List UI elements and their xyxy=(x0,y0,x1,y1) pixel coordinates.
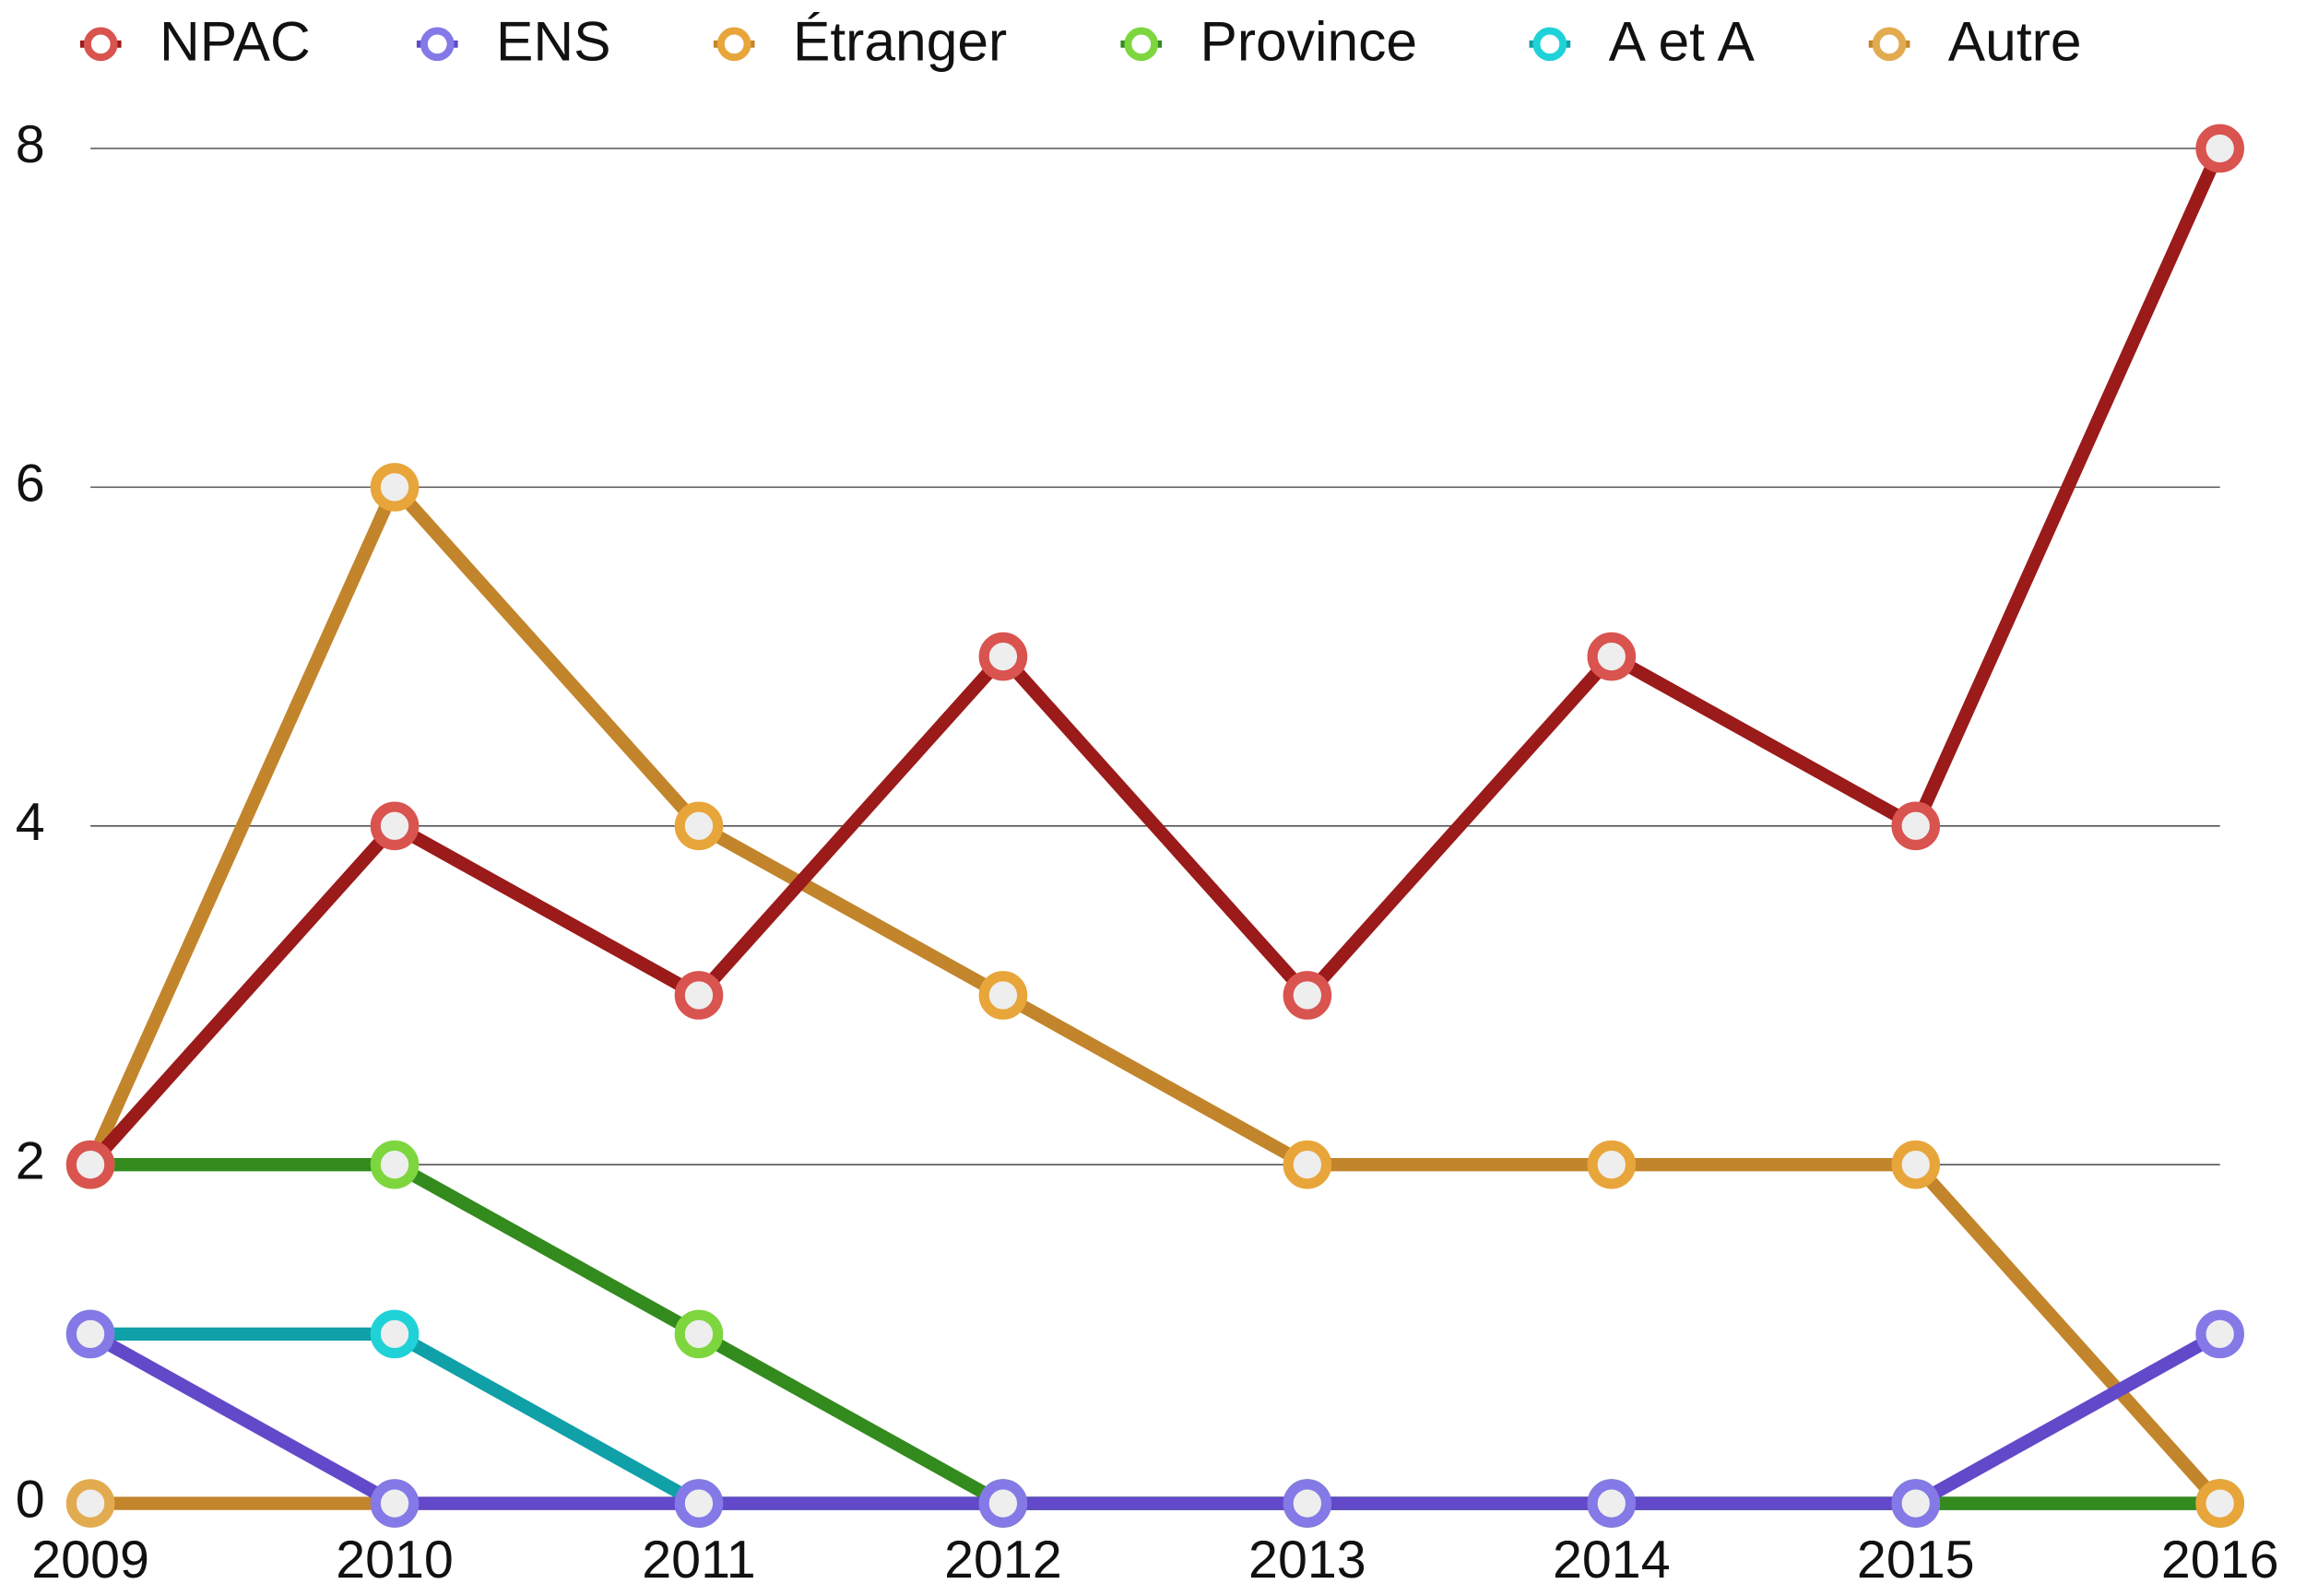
legend-label: Province xyxy=(1200,9,1418,72)
point xyxy=(370,463,420,512)
point xyxy=(1283,1479,1332,1528)
x-tick-label: 2013 xyxy=(1248,1531,1366,1590)
point xyxy=(2195,124,2244,173)
point xyxy=(1283,1140,1332,1189)
line xyxy=(90,1327,2220,1510)
point xyxy=(674,1479,724,1528)
legend: NPAC ENS Étranger Province A et A Autre xyxy=(79,9,2082,72)
legend-swatch xyxy=(1124,27,1159,62)
legend-label: NPAC xyxy=(160,9,311,72)
line xyxy=(84,480,2226,1508)
y-tick-label: 4 xyxy=(16,793,45,852)
point xyxy=(370,1479,420,1528)
series xyxy=(65,1309,2244,1528)
legend-label: A et A xyxy=(1609,9,1756,72)
line xyxy=(87,1328,2224,1510)
y-tick-label: 2 xyxy=(16,1131,45,1190)
point xyxy=(370,1309,420,1359)
point xyxy=(674,971,724,1020)
legend-label: Autre xyxy=(1948,9,2082,72)
legend-swatch xyxy=(716,27,751,62)
legend-swatch xyxy=(1872,27,1907,62)
point xyxy=(978,1479,1028,1528)
x-tick-label: 2010 xyxy=(336,1531,454,1590)
point xyxy=(1891,1140,1941,1189)
legend-swatch xyxy=(1532,27,1567,62)
x-tick-label: 2015 xyxy=(1857,1531,1975,1590)
point xyxy=(674,1309,724,1359)
point xyxy=(1587,1140,1637,1189)
point xyxy=(65,1309,115,1359)
grid: 0 2 4 6 8 2009 2010 2011 2012 2013 2014 2015 2016 xyxy=(16,115,2279,1590)
point xyxy=(1587,1479,1637,1528)
point xyxy=(674,801,724,851)
point xyxy=(2195,1479,2244,1528)
point xyxy=(1587,632,1637,681)
point xyxy=(370,801,420,851)
x-tick-label: 2009 xyxy=(31,1531,149,1590)
legend-swatch xyxy=(420,27,455,62)
plot xyxy=(65,124,2244,1528)
line xyxy=(85,146,2227,1169)
x-tick-label: 2016 xyxy=(2161,1531,2279,1590)
point xyxy=(370,1140,420,1189)
y-tick-label: 0 xyxy=(16,1471,45,1530)
legend-label: Étranger xyxy=(793,9,1007,72)
point xyxy=(1891,801,1941,851)
point xyxy=(1891,1479,1941,1528)
point xyxy=(978,632,1028,681)
x-tick-label: 2012 xyxy=(944,1531,1062,1590)
x-tick-label: 2014 xyxy=(1553,1531,1671,1590)
point xyxy=(65,1479,115,1528)
x-tick-label: 2011 xyxy=(642,1531,755,1590)
legend-label: ENS xyxy=(496,9,611,72)
point xyxy=(1283,971,1332,1020)
series xyxy=(65,124,2244,1189)
y-tick-label: 8 xyxy=(16,115,45,174)
point xyxy=(2195,1309,2244,1359)
series xyxy=(65,463,2244,1528)
point xyxy=(978,971,1028,1020)
legend-swatch xyxy=(83,27,118,62)
point xyxy=(65,1140,115,1189)
y-tick-label: 6 xyxy=(16,455,45,514)
